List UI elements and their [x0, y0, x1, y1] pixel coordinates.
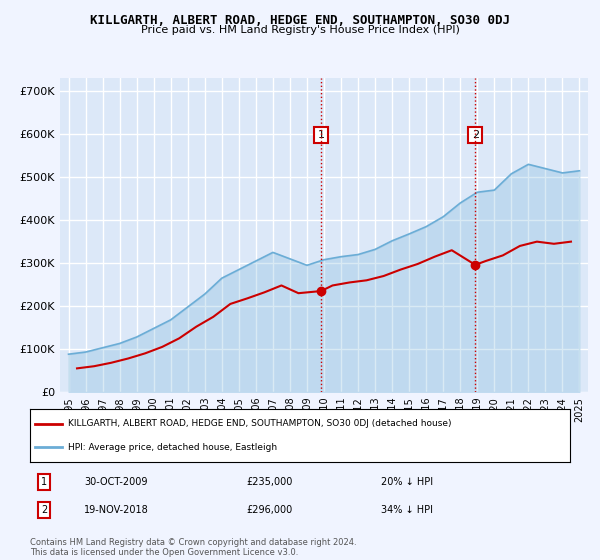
Text: £235,000: £235,000: [246, 477, 292, 487]
Text: £296,000: £296,000: [246, 505, 292, 515]
Text: HPI: Average price, detached house, Eastleigh: HPI: Average price, detached house, East…: [68, 442, 277, 451]
Text: 30-OCT-2009: 30-OCT-2009: [84, 477, 148, 487]
Text: 19-NOV-2018: 19-NOV-2018: [84, 505, 149, 515]
Text: 2: 2: [472, 130, 479, 140]
Text: Price paid vs. HM Land Registry's House Price Index (HPI): Price paid vs. HM Land Registry's House …: [140, 25, 460, 35]
Text: 2: 2: [41, 505, 47, 515]
Text: 34% ↓ HPI: 34% ↓ HPI: [381, 505, 433, 515]
Text: 20% ↓ HPI: 20% ↓ HPI: [381, 477, 433, 487]
Text: KILLGARTH, ALBERT ROAD, HEDGE END, SOUTHAMPTON, SO30 0DJ: KILLGARTH, ALBERT ROAD, HEDGE END, SOUTH…: [90, 14, 510, 27]
Text: 1: 1: [41, 477, 47, 487]
Text: KILLGARTH, ALBERT ROAD, HEDGE END, SOUTHAMPTON, SO30 0DJ (detached house): KILLGARTH, ALBERT ROAD, HEDGE END, SOUTH…: [68, 419, 451, 428]
Text: 1: 1: [317, 130, 325, 140]
Text: Contains HM Land Registry data © Crown copyright and database right 2024.
This d: Contains HM Land Registry data © Crown c…: [30, 538, 356, 557]
